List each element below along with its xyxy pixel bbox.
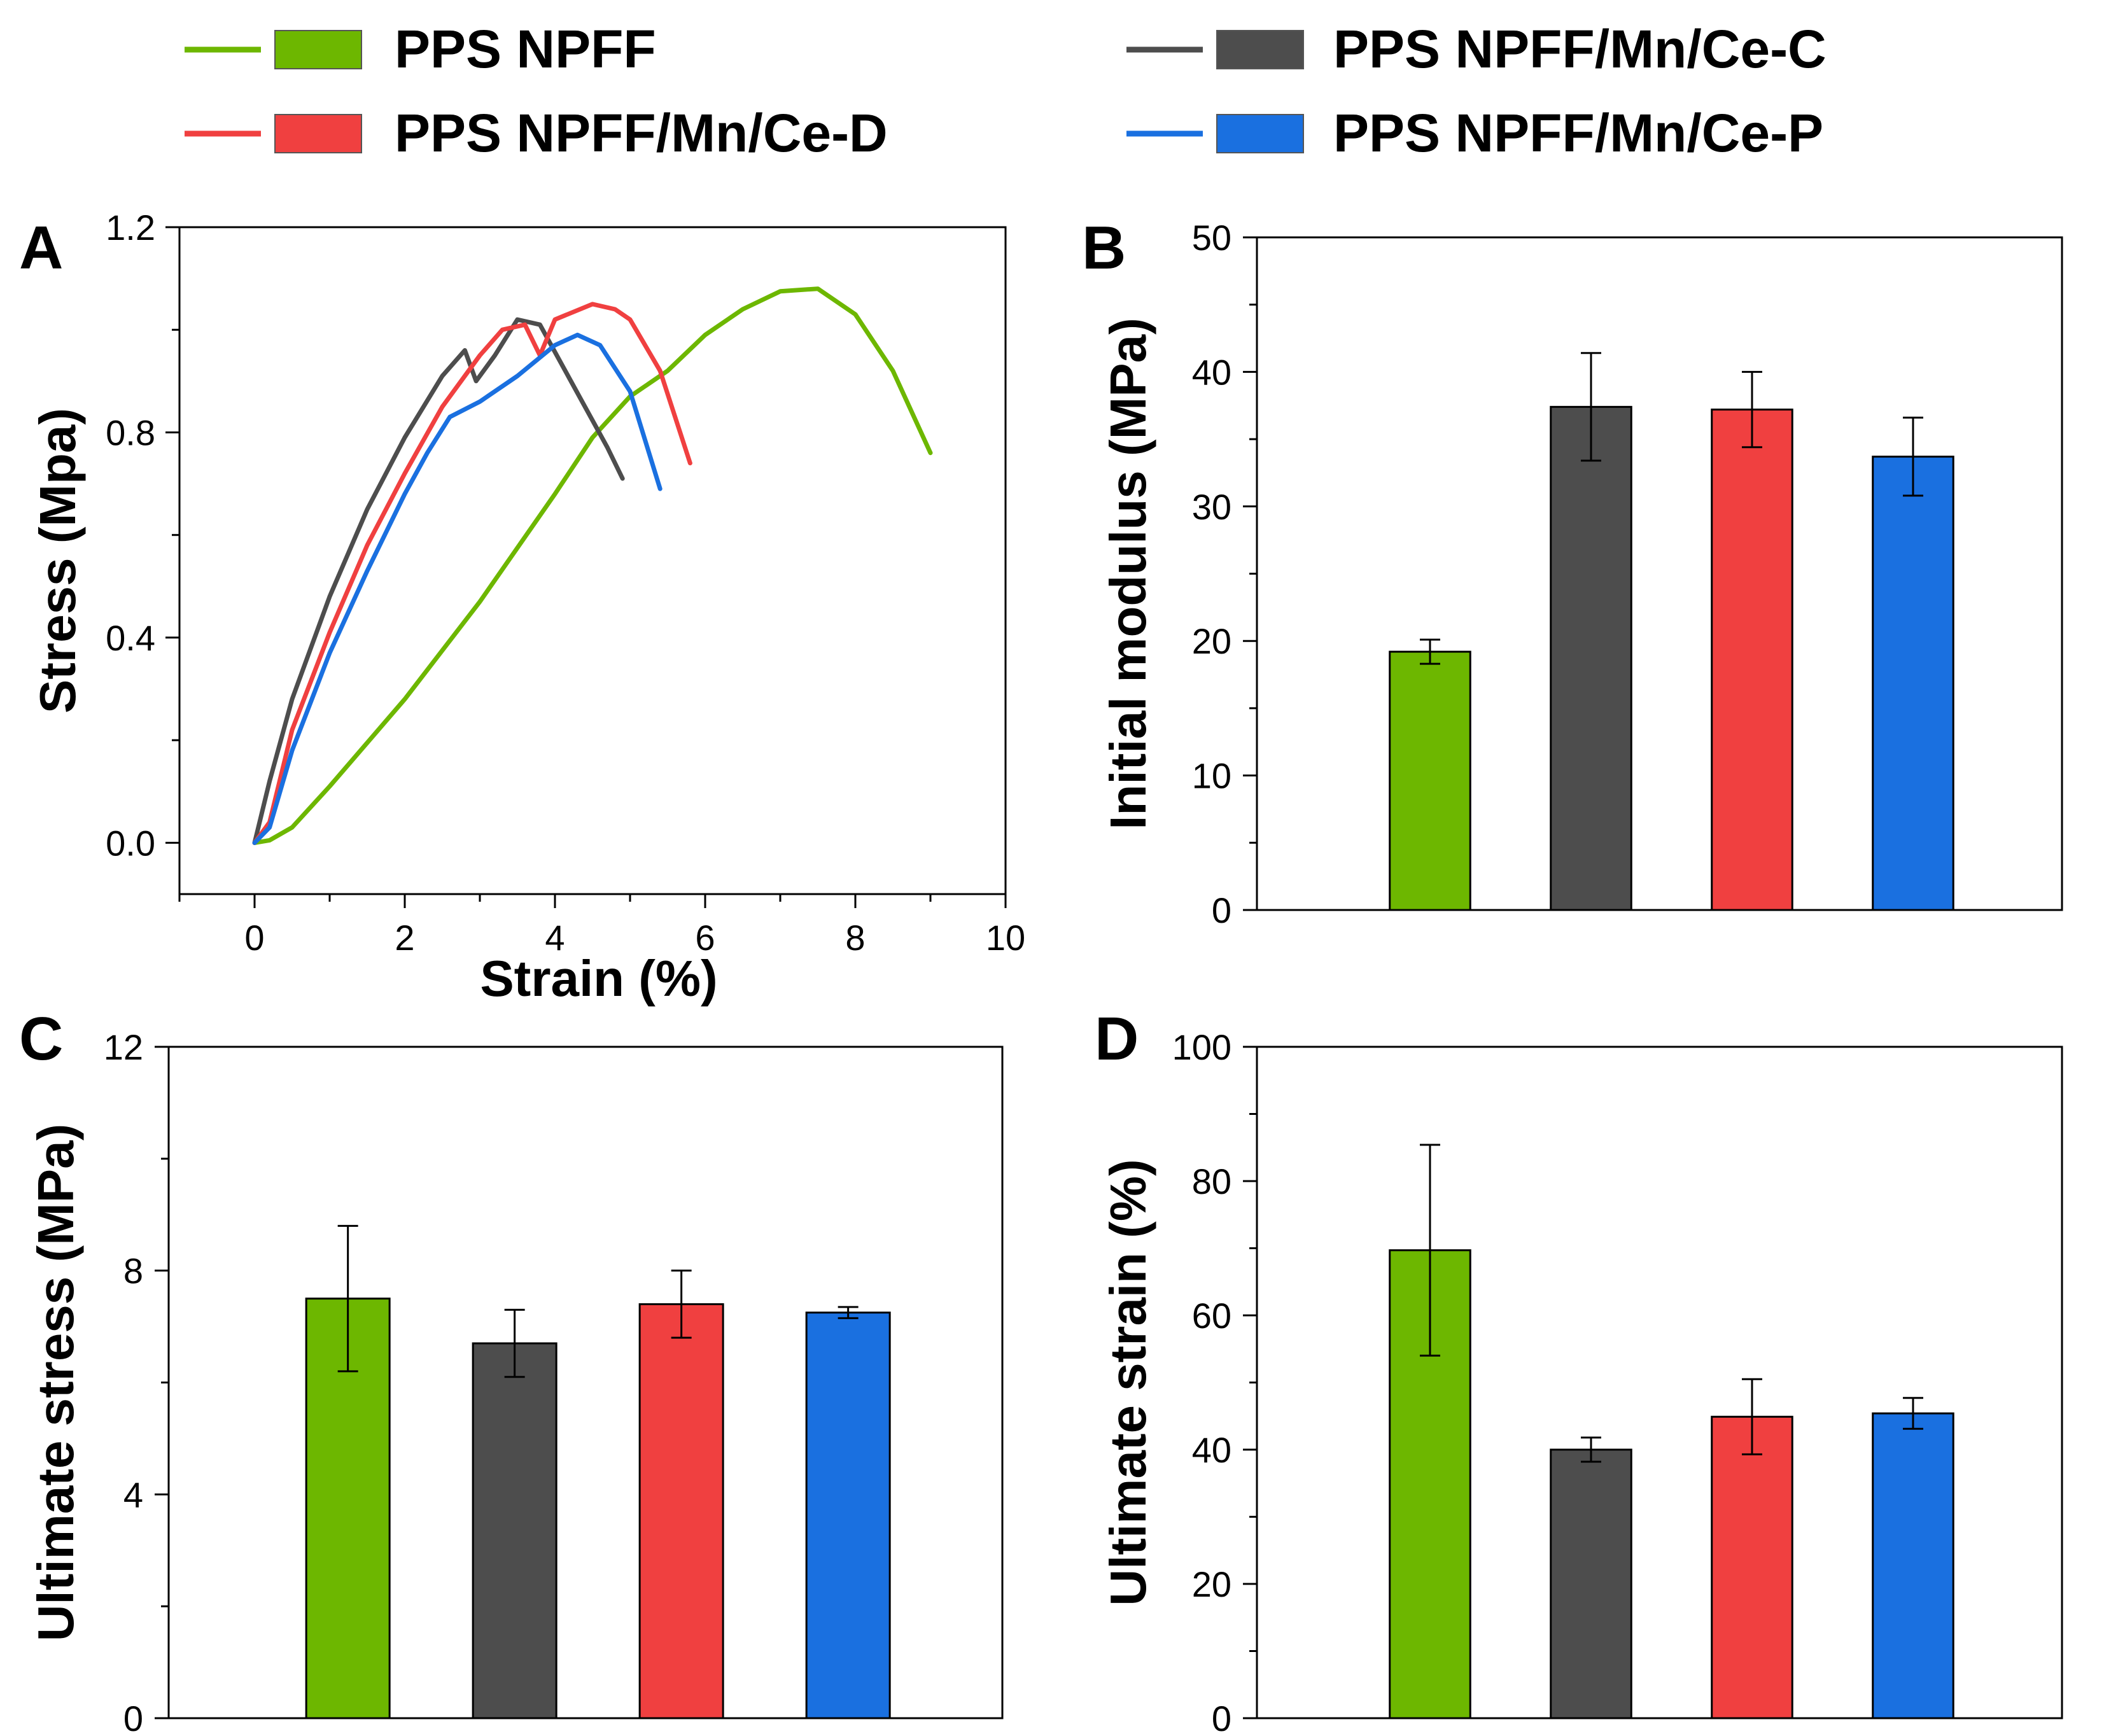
panel-a-stress-strain-chart: A 0 2 4 6 8 10 0.0 0.4 0.8 1.2 Strain (%) Stress (Mp… bbox=[19, 207, 1025, 1007]
panel-c-ultimate-stress-chart: C 0 4 8 12 Ultimate stress (MPa) bbox=[19, 1005, 1004, 1736]
x-axis-label: Strain (%) bbox=[480, 950, 717, 1007]
x-tick-label: 8 bbox=[845, 918, 865, 958]
y-tick-label: 8 bbox=[123, 1251, 143, 1291]
y-tick-label: 0 bbox=[123, 1698, 143, 1736]
panel-b-initial-modulus-chart: B 0 10 20 30 40 50 Initial modulus (MPa) bbox=[1082, 214, 2063, 930]
bar-4 bbox=[1872, 1412, 1954, 1719]
bar-4 bbox=[805, 1312, 891, 1719]
legend-label-2: PPS NPFF/Mn/Ce-C bbox=[1333, 19, 1827, 79]
bar-2 bbox=[472, 1342, 558, 1719]
y-tick-label: 0.0 bbox=[106, 823, 155, 863]
y-tick-label: 4 bbox=[123, 1474, 143, 1515]
legend-swatch-4 bbox=[1216, 114, 1304, 153]
y-axis-label: Ultimate strain (%) bbox=[1100, 1159, 1156, 1606]
y-axis-label: Stress (Mpa) bbox=[29, 408, 86, 713]
y-tick-label: 20 bbox=[1192, 1564, 1231, 1604]
legend-swatch-1 bbox=[274, 30, 362, 69]
plot-frame bbox=[178, 226, 1007, 895]
bar-2 bbox=[1550, 1448, 1632, 1719]
y-tick-label: 10 bbox=[1192, 756, 1231, 796]
y-axis-label: Initial modulus (MPa) bbox=[1100, 318, 1156, 829]
y-axis-label: Ultimate stress (MPa) bbox=[27, 1124, 84, 1642]
bar-1 bbox=[1389, 650, 1471, 911]
y-tick-label: 20 bbox=[1192, 621, 1231, 661]
y-tick-label: 0.8 bbox=[106, 412, 155, 452]
x-tick-label: 0 bbox=[244, 918, 264, 958]
y-tick-label: 1.2 bbox=[106, 207, 155, 248]
series-line-3 bbox=[252, 302, 692, 845]
y-tick-label: 100 bbox=[1172, 1027, 1231, 1067]
legend-label-4: PPS NPFF/Mn/Ce-P bbox=[1333, 103, 1823, 163]
bar-3 bbox=[1711, 409, 1793, 911]
bar-2 bbox=[1550, 405, 1632, 911]
bar-3 bbox=[638, 1303, 724, 1719]
y-tick-label: 30 bbox=[1192, 487, 1231, 527]
series-line-2 bbox=[252, 317, 625, 845]
x-tick-label: 6 bbox=[695, 918, 715, 958]
y-tick-label: 50 bbox=[1192, 218, 1231, 258]
legend-label-3: PPS NPFF/Mn/Ce-D bbox=[395, 103, 888, 163]
y-tick-label: 12 bbox=[104, 1027, 143, 1067]
series-line-1 bbox=[252, 286, 933, 845]
y-tick-label: 40 bbox=[1192, 1430, 1231, 1470]
x-tick-label: 10 bbox=[986, 918, 1025, 958]
bar-3 bbox=[1711, 1415, 1793, 1719]
y-tick-label: 60 bbox=[1192, 1296, 1231, 1336]
panel-d-ultimate-strain-chart: D 0 20 40 60 80 100 Ultimate strain (%) bbox=[1095, 1005, 2063, 1736]
y-tick-label: 0 bbox=[1212, 890, 1231, 930]
bar-1 bbox=[1389, 1249, 1471, 1719]
legend-swatch-2 bbox=[1216, 30, 1304, 69]
panel-label-a: A bbox=[19, 214, 63, 282]
y-tick-label: 40 bbox=[1192, 352, 1231, 392]
x-tick-label: 2 bbox=[395, 918, 414, 958]
legend: PPS NPFF PPS NPFF/Mn/Ce-C PPS NPFF/Mn/Ce-D… bbox=[185, 19, 1827, 163]
bar-4 bbox=[1872, 456, 1954, 911]
x-tick-label: 4 bbox=[545, 918, 565, 958]
y-tick-label: 0.4 bbox=[106, 618, 155, 658]
panel-label-b: B bbox=[1082, 214, 1126, 282]
legend-label-1: PPS NPFF bbox=[395, 19, 656, 79]
panel-label-d: D bbox=[1095, 1005, 1139, 1073]
legend-swatch-3 bbox=[274, 114, 362, 153]
y-tick-label: 80 bbox=[1192, 1161, 1231, 1201]
panel-label-c: C bbox=[19, 1005, 63, 1073]
y-tick-label: 0 bbox=[1212, 1698, 1231, 1736]
series-line-4 bbox=[252, 332, 663, 845]
